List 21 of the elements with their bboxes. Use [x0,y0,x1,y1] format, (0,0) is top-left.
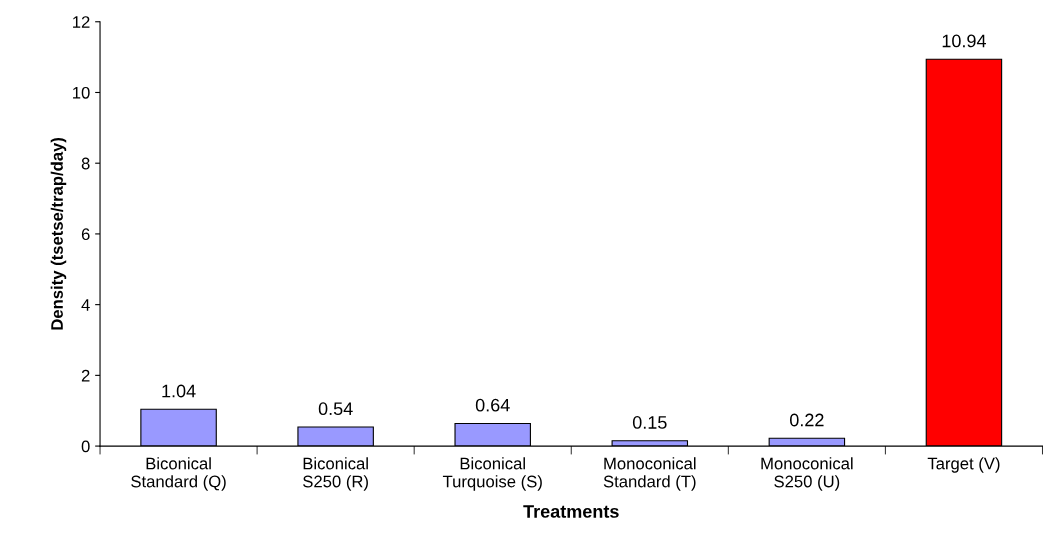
x-tick-label: Biconical Standard (Q) [131,457,226,491]
y-tick-label: 8 [81,157,90,170]
x-tick-label: Monoconical Standard (T) [603,457,696,491]
x-tick-label: Target (V) [927,457,1000,473]
data-label: 0.22 [790,413,824,427]
x-tick-label: Biconical S250 (R) [303,457,368,491]
y-tick-label: 10 [73,86,90,99]
data-label: 10.94 [942,34,986,48]
data-label: 0.15 [632,416,667,429]
data-label: 0.64 [475,398,510,412]
data-label: 0.54 [318,402,353,416]
x-tick-label: Monoconical S250 (U) [761,457,853,491]
y-tick-label: 4 [81,299,90,311]
y-tick-label: 2 [81,369,90,382]
x-tick-label: Biconical Turquoise (S) [442,457,542,491]
y-tick-label: 12 [73,16,90,28]
y-tick-label: 6 [81,228,90,241]
data-label: 1.04 [162,384,196,398]
y-tick-label: 0 [81,440,90,453]
y-axis-title: Density (tsetse/trap/day) [50,137,67,330]
x-axis-title: Treatments [523,505,619,518]
